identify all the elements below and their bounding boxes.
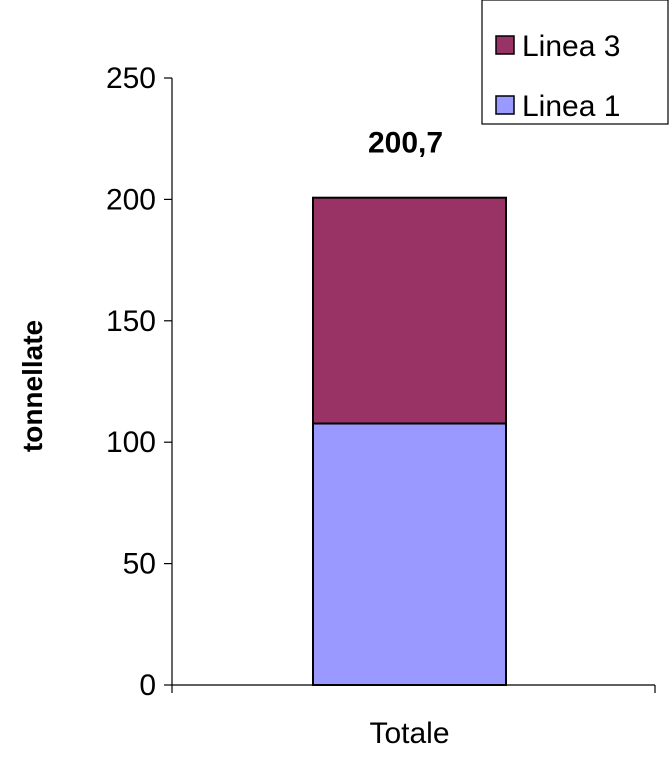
legend-label: Linea 1 [522,90,620,123]
y-tick-label: 200 [106,183,156,216]
legend-swatch [495,35,515,55]
legend-swatch [495,95,515,115]
y-tick-label: 250 [106,62,156,95]
y-tick-label: 150 [106,305,156,338]
bar-segment [312,422,507,686]
category-label: Totale [369,717,449,750]
y-tick-label: 50 [123,548,156,581]
y-axis-title: tonnellate [17,320,48,452]
bar-segment [312,196,507,425]
y-tick-label: 100 [106,426,156,459]
legend: Linea 3 Linea 1 [481,0,669,125]
legend-label: Linea 3 [522,30,620,63]
total-data-label: 200,7 [368,127,443,160]
axes: 0 50 100 150 200 250 [106,62,656,702]
bars [312,196,507,686]
labels: tonnellate Totale 200,7 [17,127,450,750]
y-tick-label: 0 [139,669,156,702]
